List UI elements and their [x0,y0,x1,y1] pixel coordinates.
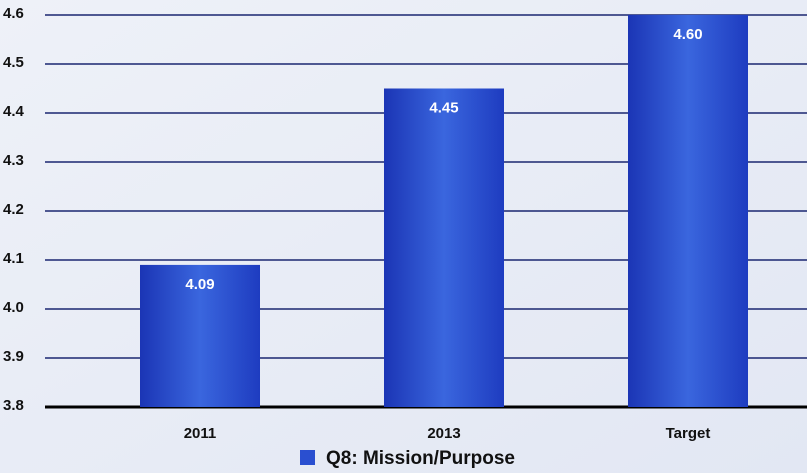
y-tick-label: 4.6 [3,5,24,22]
value-label: 4.60 [673,26,702,43]
bar [628,15,748,407]
y-tick-label: 4.4 [3,103,25,120]
x-tick-label: Target [666,425,711,442]
legend-swatch [300,450,315,465]
bar [140,264,260,407]
value-label: 4.09 [185,276,214,293]
y-tick-label: 4.0 [3,299,24,316]
y-tick-label: 4.3 [3,152,24,169]
y-tick-label: 4.2 [3,201,24,218]
y-tick-label: 4.5 [3,54,24,71]
x-tick-label: 2013 [427,425,460,442]
legend-label: Q8: Mission/Purpose [326,448,515,469]
y-tick-label: 3.9 [3,348,24,365]
value-label: 4.45 [429,99,458,116]
y-tick-label: 3.8 [3,397,24,414]
x-tick-label: 2011 [184,425,217,442]
y-tick-label: 4.1 [3,250,24,267]
bar [384,88,504,407]
